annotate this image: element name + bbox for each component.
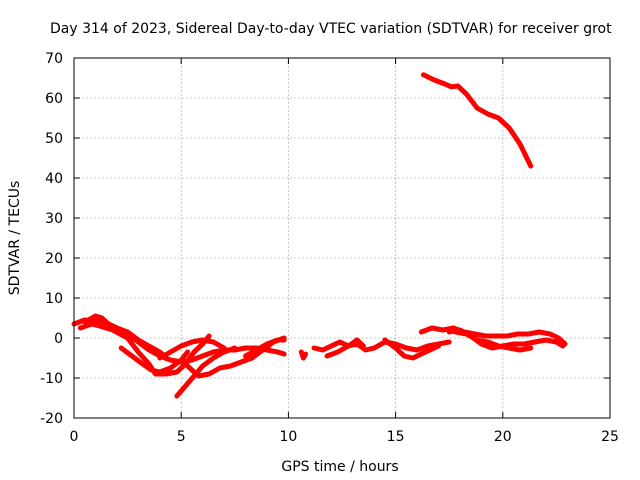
x-tick-label: 25 xyxy=(601,429,619,445)
series-line-sat-d xyxy=(118,345,191,375)
x-tick-label: 0 xyxy=(70,429,79,445)
series-line-sat-h xyxy=(243,337,287,359)
series-line-sat-e xyxy=(174,345,238,399)
y-axis-label: SDTVAR / TECUs xyxy=(7,181,23,296)
series-line-sat-o xyxy=(453,329,534,353)
x-axis-label: GPS time / hours xyxy=(281,459,398,475)
series-line-sat-p xyxy=(421,72,534,169)
y-tick-label: 30 xyxy=(45,211,63,227)
grid xyxy=(74,58,610,418)
y-tick-label: -20 xyxy=(40,411,63,427)
series-line-sat-k xyxy=(324,337,366,359)
x-tick-label: 15 xyxy=(387,429,405,445)
y-tick-label: 60 xyxy=(45,91,63,107)
y-tick-label: 10 xyxy=(45,291,63,307)
series-line-sat-c xyxy=(82,313,169,361)
series-line-sat-i xyxy=(298,349,309,361)
x-tick-label: 5 xyxy=(177,429,186,445)
y-tick-labels: -20 -10 0 10 20 30 40 50 60 70 xyxy=(40,51,63,427)
series-line-sat-l xyxy=(382,337,441,361)
y-tick-label: 70 xyxy=(45,51,63,67)
y-tick-label: 50 xyxy=(45,131,63,147)
ticks xyxy=(73,57,611,419)
series-line-sat-j xyxy=(311,339,452,353)
y-tick-label: 20 xyxy=(45,251,63,267)
x-tick-label: 10 xyxy=(279,429,297,445)
series-line-sat-m xyxy=(418,325,568,347)
x-tick-labels: 0 5 10 15 20 25 xyxy=(70,429,619,445)
x-tick-label: 20 xyxy=(494,429,512,445)
series-line-sat-g xyxy=(157,337,227,361)
y-tick-label: 40 xyxy=(45,171,63,187)
chart-title: Day 314 of 2023, Sidereal Day-to-day VTE… xyxy=(50,21,612,37)
plot-frame xyxy=(73,57,611,419)
y-tick-label: 0 xyxy=(54,331,63,347)
y-tick-label: -10 xyxy=(40,371,63,387)
series-layer xyxy=(71,72,568,399)
